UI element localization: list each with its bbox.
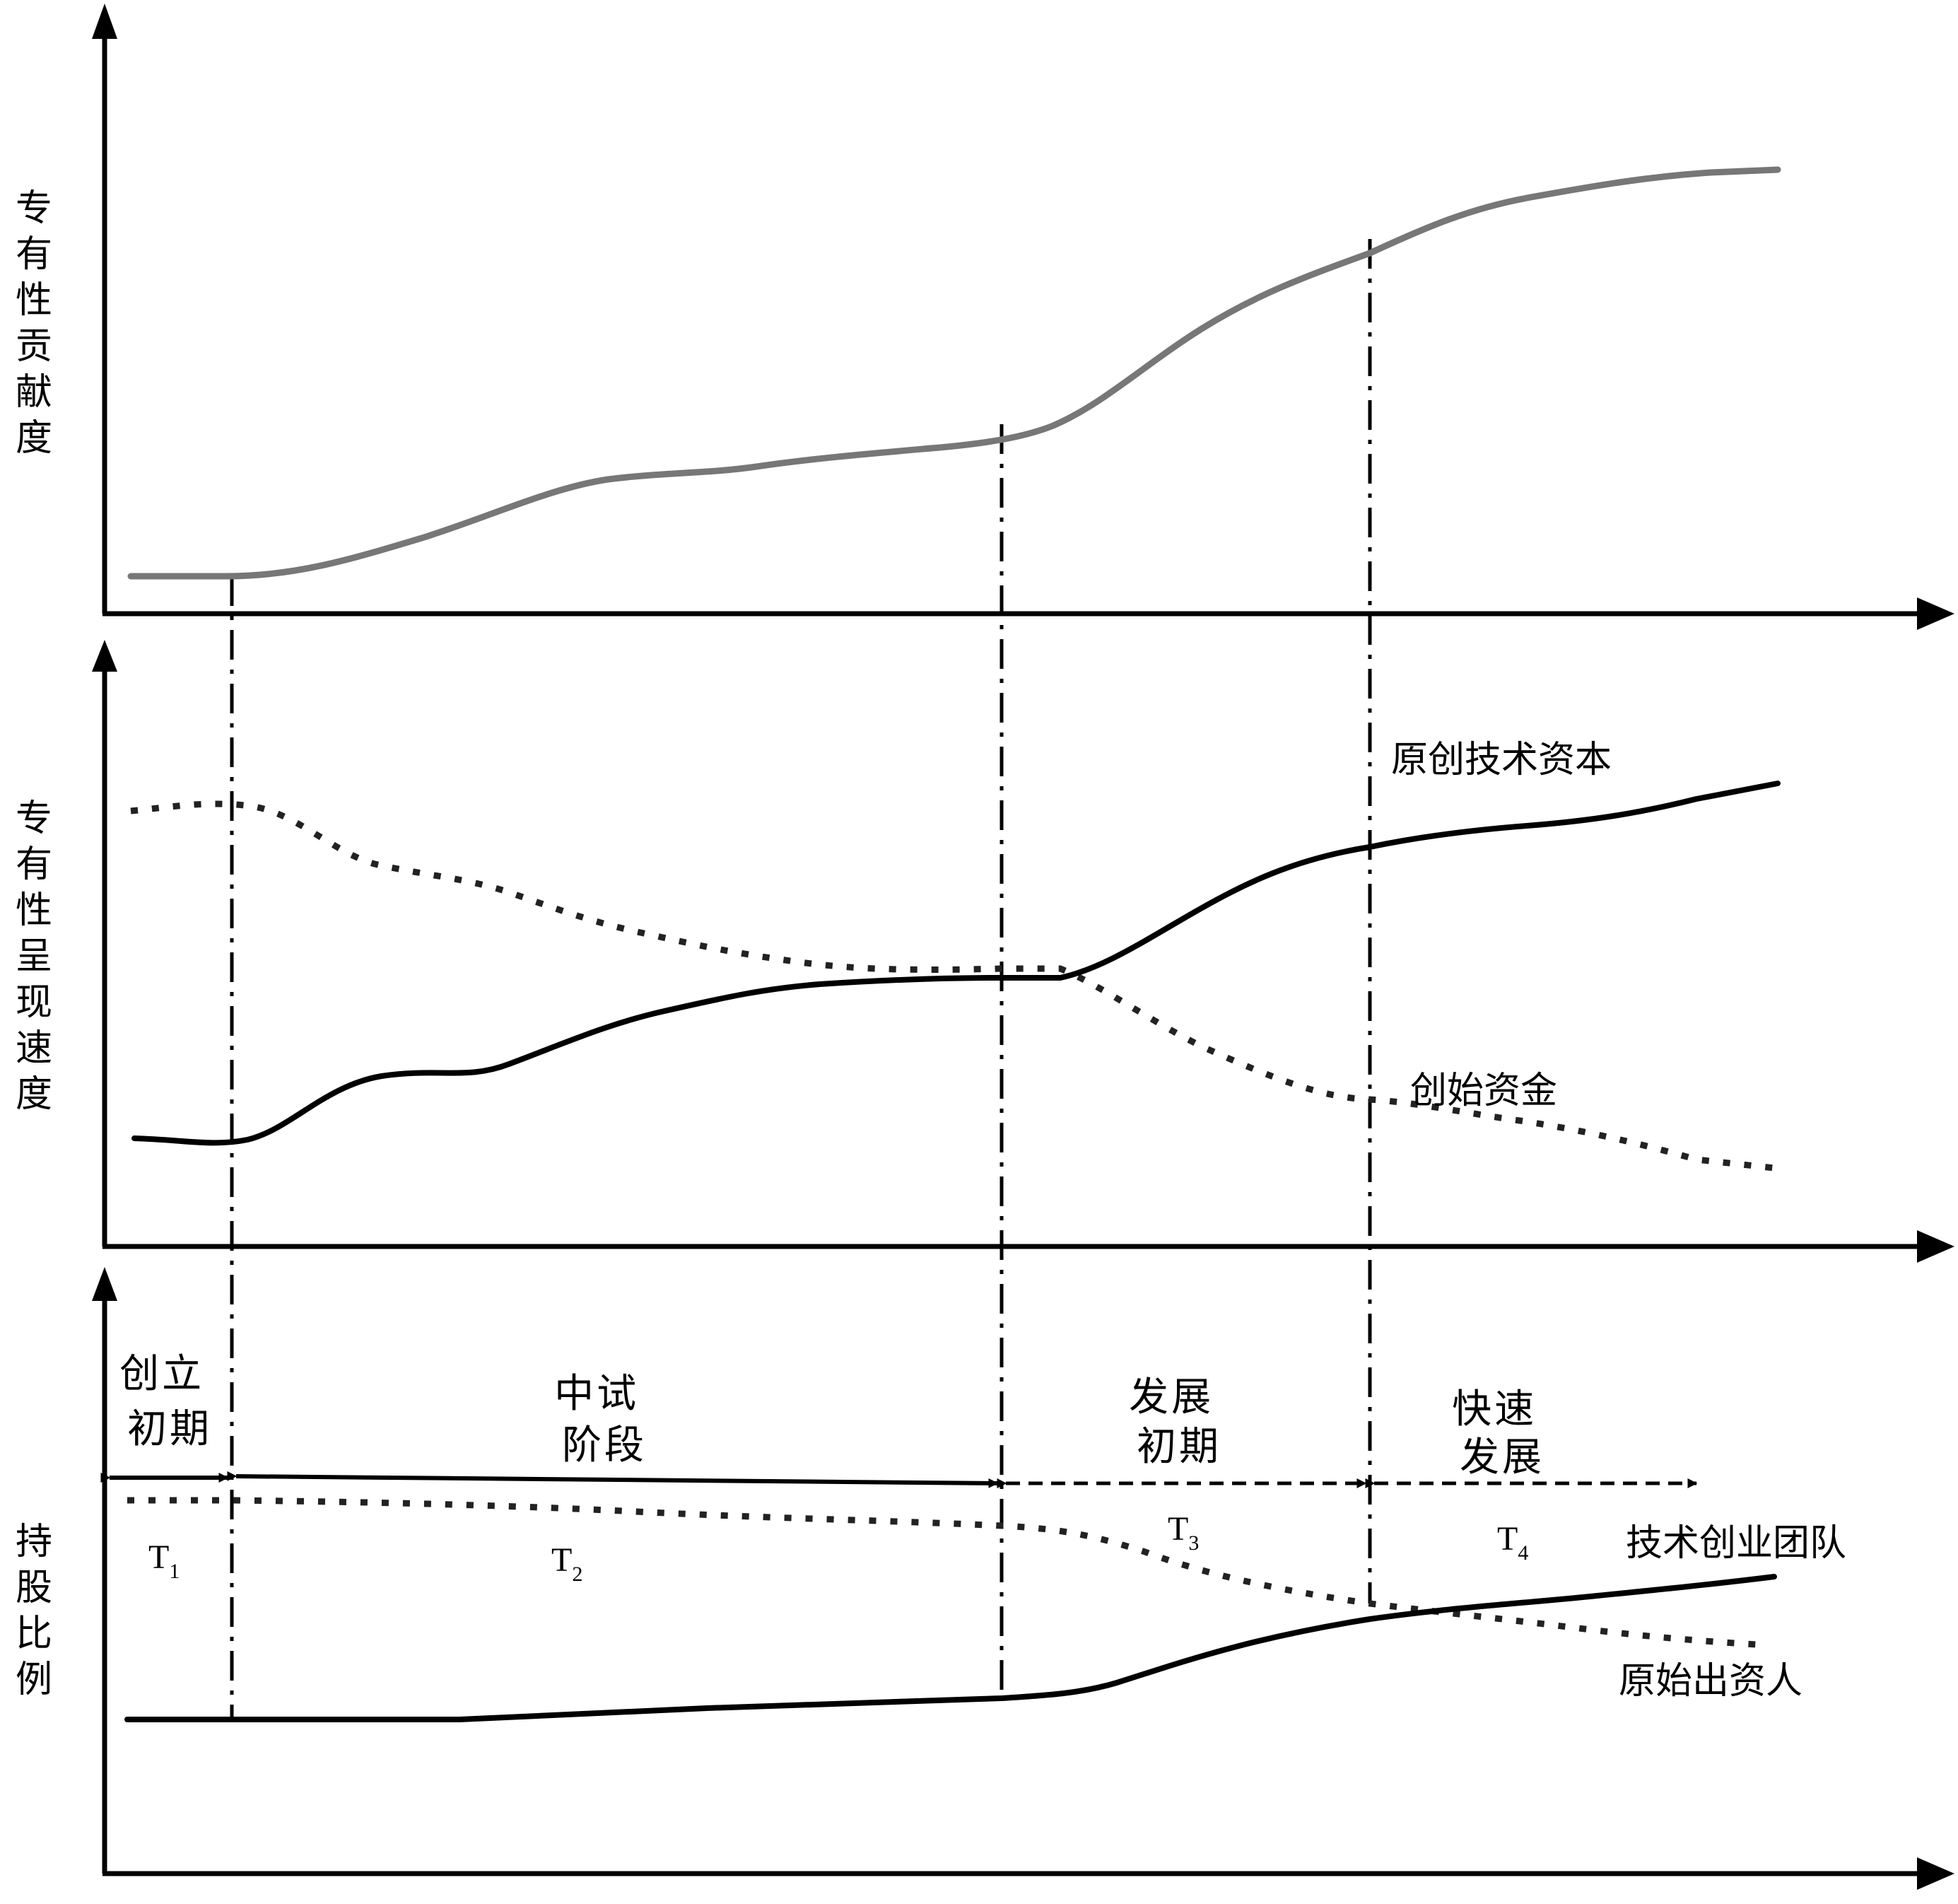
label-tech-capital: 原创技术资本 [1391, 739, 1612, 781]
top-y-char: 献 [16, 371, 52, 414]
middle-y-label: 专 有 性 呈 现 速 度 [16, 798, 64, 1116]
founding-funds-curve [130, 800, 1775, 1172]
original-investor-curve [124, 1574, 1777, 1722]
period-main: T [1497, 1520, 1518, 1558]
period-sub: 3 [1188, 1531, 1199, 1555]
middle-y-char: 呈 [16, 935, 52, 978]
stage-name-t3: 发展 初期 [1129, 1374, 1229, 1470]
middle-y-char: 性 [16, 889, 52, 932]
top-y-label: 专 有 性 贡 献 度 [16, 187, 64, 460]
bottom-x-arrowhead [1917, 1857, 1954, 1890]
arrow-t2 [227, 1471, 999, 1488]
top-y-char: 贡 [16, 325, 52, 368]
period-main: T [551, 1541, 572, 1579]
middle-x-arrowhead [1917, 1230, 1954, 1263]
period-t2: T2 [551, 1541, 582, 1586]
bottom-y-char: 比 [16, 1613, 52, 1655]
top-y-char: 有 [16, 233, 52, 276]
stage-name-line: 快速 [1452, 1386, 1537, 1432]
top-y-char: 度 [16, 417, 52, 460]
stage-name-line: 中试 [554, 1371, 639, 1417]
middle-y-char: 速 [16, 1027, 52, 1070]
stage-name-line: 初期 [1137, 1424, 1221, 1470]
stage-arrows [100, 1471, 1698, 1488]
tech-team-curve [127, 1497, 1757, 1648]
period-t4: T4 [1497, 1520, 1528, 1565]
period-t1: T1 [148, 1538, 180, 1583]
bottom-axes [92, 1267, 1954, 1890]
contribution-curve [127, 166, 1781, 580]
bottom-y-arrowhead [92, 1267, 117, 1301]
label-founding-funds: 创始资金 [1410, 1070, 1557, 1112]
period-sub: 2 [572, 1563, 582, 1586]
middle-y-char: 专 [16, 798, 52, 840]
stage-name-line: 发展 [1129, 1374, 1214, 1420]
stage-name-line: 初期 [127, 1406, 212, 1452]
period-sub: 1 [169, 1560, 180, 1583]
middle-y-char: 度 [16, 1073, 52, 1116]
top-y-char: 专 [16, 187, 52, 230]
stage-name-line: 阶段 [562, 1423, 647, 1468]
stage-name-line: 发展 [1460, 1435, 1544, 1480]
period-main: T [1168, 1510, 1188, 1548]
stage-name-t1: 创立 初期 [119, 1351, 220, 1452]
bottom-y-label: 持 股 比 例 [16, 1521, 64, 1701]
middle-axes [92, 640, 1954, 1263]
period-t3: T3 [1168, 1510, 1199, 1555]
top-x-arrowhead [1917, 597, 1954, 630]
middle-y-char: 现 [16, 981, 52, 1024]
top-y-arrowhead [92, 4, 117, 39]
bottom-y-char: 例 [16, 1659, 52, 1701]
tech-capital-curve [131, 781, 1781, 1146]
top-y-char: 性 [16, 279, 52, 322]
label-original-investor: 原始出资人 [1619, 1660, 1802, 1702]
top-axes [92, 4, 1954, 630]
period-sub: 4 [1518, 1541, 1528, 1565]
stage-name-t4: 快速 发展 [1452, 1386, 1552, 1480]
middle-y-arrowhead [92, 640, 117, 672]
stage-name-line: 创立 [119, 1351, 204, 1397]
stage-name-t2: 中试 阶段 [554, 1371, 655, 1468]
bottom-y-char: 持 [16, 1521, 52, 1563]
label-tech-team: 技术创业团队 [1626, 1522, 1846, 1565]
period-main: T [148, 1538, 169, 1576]
bottom-y-char: 股 [16, 1567, 52, 1609]
middle-y-char: 有 [16, 843, 52, 886]
